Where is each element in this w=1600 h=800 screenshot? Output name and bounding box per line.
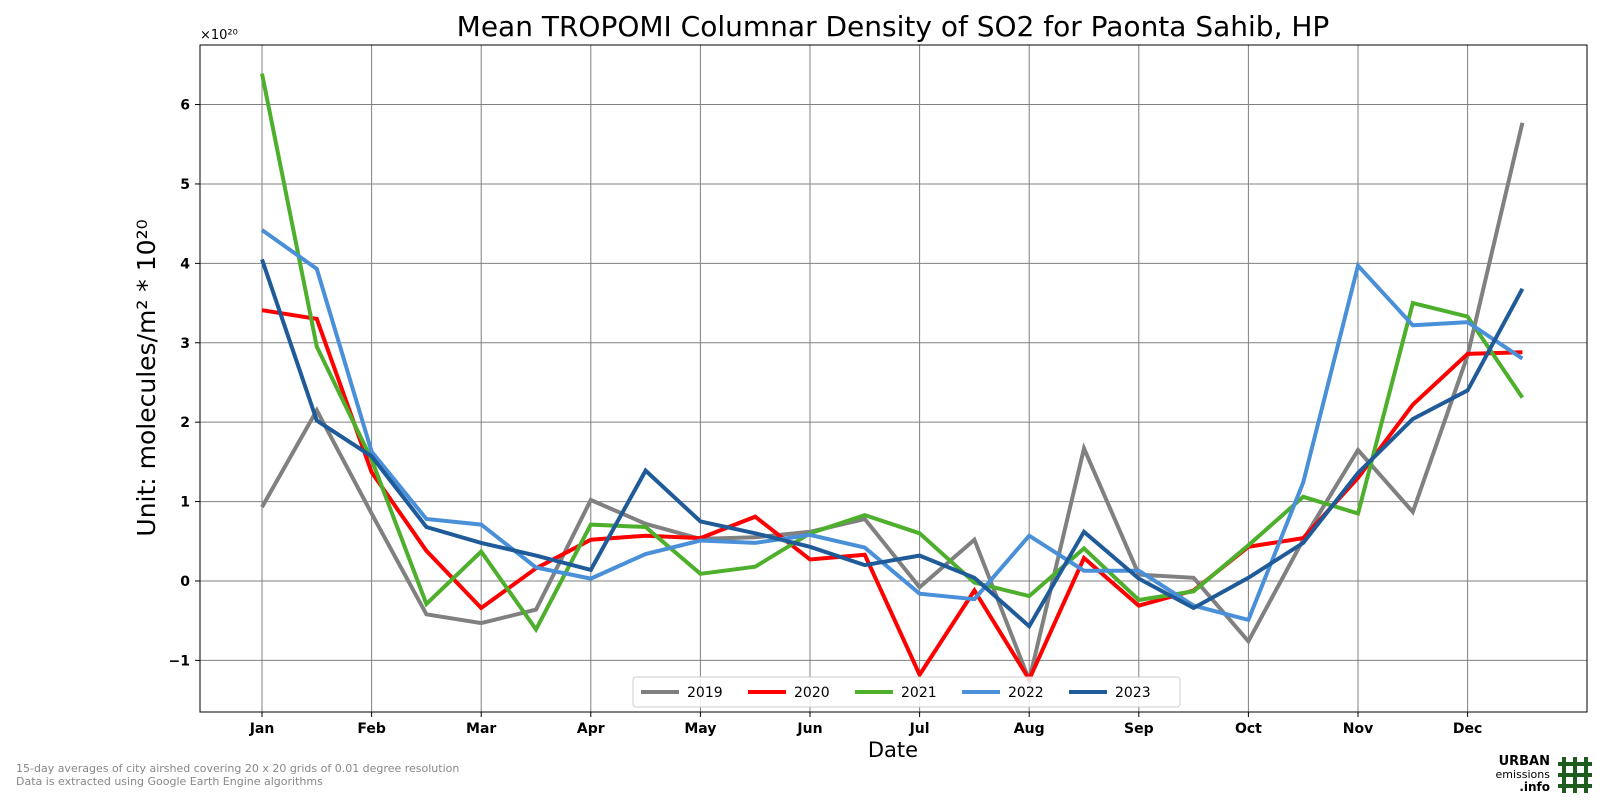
x-tick-label: Feb bbox=[357, 721, 386, 737]
x-tick-label: Aug bbox=[1014, 721, 1045, 737]
plot-frame bbox=[199, 44, 1588, 713]
legend-label-2023: 2023 bbox=[1115, 685, 1151, 701]
y-tick-label: 2 bbox=[180, 415, 190, 431]
series-line-2023 bbox=[260, 258, 1525, 630]
legend-label-2022: 2022 bbox=[1008, 685, 1044, 701]
x-tick-label: Nov bbox=[1343, 721, 1373, 737]
y-multiplier-label: ×10²⁰ bbox=[200, 28, 238, 43]
series-line-2019 bbox=[260, 122, 1525, 687]
legend-box bbox=[632, 676, 1181, 708]
x-tick-label: May bbox=[684, 721, 716, 737]
x-tick-label: Apr bbox=[577, 721, 605, 737]
series-line-2022 bbox=[260, 228, 1524, 623]
y-tick-label: −1 bbox=[169, 653, 190, 669]
x-axis-label: Date bbox=[868, 738, 918, 762]
x-tick-label: Oct bbox=[1235, 721, 1262, 737]
y-ticks: −1 0 1 2 3 4 5 6 bbox=[169, 98, 200, 669]
y-axis-label: Unit: molecules/m² * 10²⁰ bbox=[132, 219, 161, 536]
legend: 2019 2020 2021 2022 2023 bbox=[632, 676, 1181, 708]
y-tick-label: 1 bbox=[180, 495, 190, 511]
legend-label-2019: 2019 bbox=[687, 685, 723, 701]
x-tick-label: Dec bbox=[1453, 721, 1482, 737]
legend-label-2021: 2021 bbox=[901, 685, 937, 701]
footnote-line-1: 15-day averages of city airshed covering… bbox=[16, 762, 460, 775]
chart-title: Mean TROPOMI Columnar Density of SO2 for… bbox=[457, 10, 1330, 43]
urban-emissions-logo: URBAN emissions .info bbox=[1462, 754, 1594, 796]
grid bbox=[200, 45, 1587, 712]
x-tick-label: Mar bbox=[466, 721, 496, 737]
y-tick-label: 6 bbox=[180, 98, 190, 114]
x-tick-label: Jun bbox=[796, 721, 822, 737]
y-tick-label: 5 bbox=[180, 177, 190, 193]
x-tick-label: Sep bbox=[1124, 721, 1154, 737]
logo-text-emissions: emissions bbox=[1495, 768, 1551, 781]
logo-text-urban: URBAN bbox=[1498, 754, 1550, 769]
x-ticks: Jan Feb Mar Apr May Jun Jul Aug Sep Oct Nov Dec bbox=[249, 712, 1482, 737]
legend-label-2020: 2020 bbox=[794, 685, 830, 701]
y-tick-label: 3 bbox=[180, 336, 190, 352]
y-tick-label: 4 bbox=[180, 256, 190, 272]
series-line-2021 bbox=[260, 73, 1525, 634]
grid-logo-icon bbox=[1558, 757, 1592, 793]
y-tick-label: 0 bbox=[180, 574, 190, 590]
logo-text-info: .info bbox=[1519, 780, 1550, 794]
x-tick-label: Jul bbox=[909, 721, 930, 737]
x-tick-label: Jan bbox=[249, 721, 275, 737]
footnote-line-2: Data is extracted using Google Earth Eng… bbox=[16, 775, 323, 788]
series-lines bbox=[260, 73, 1525, 687]
